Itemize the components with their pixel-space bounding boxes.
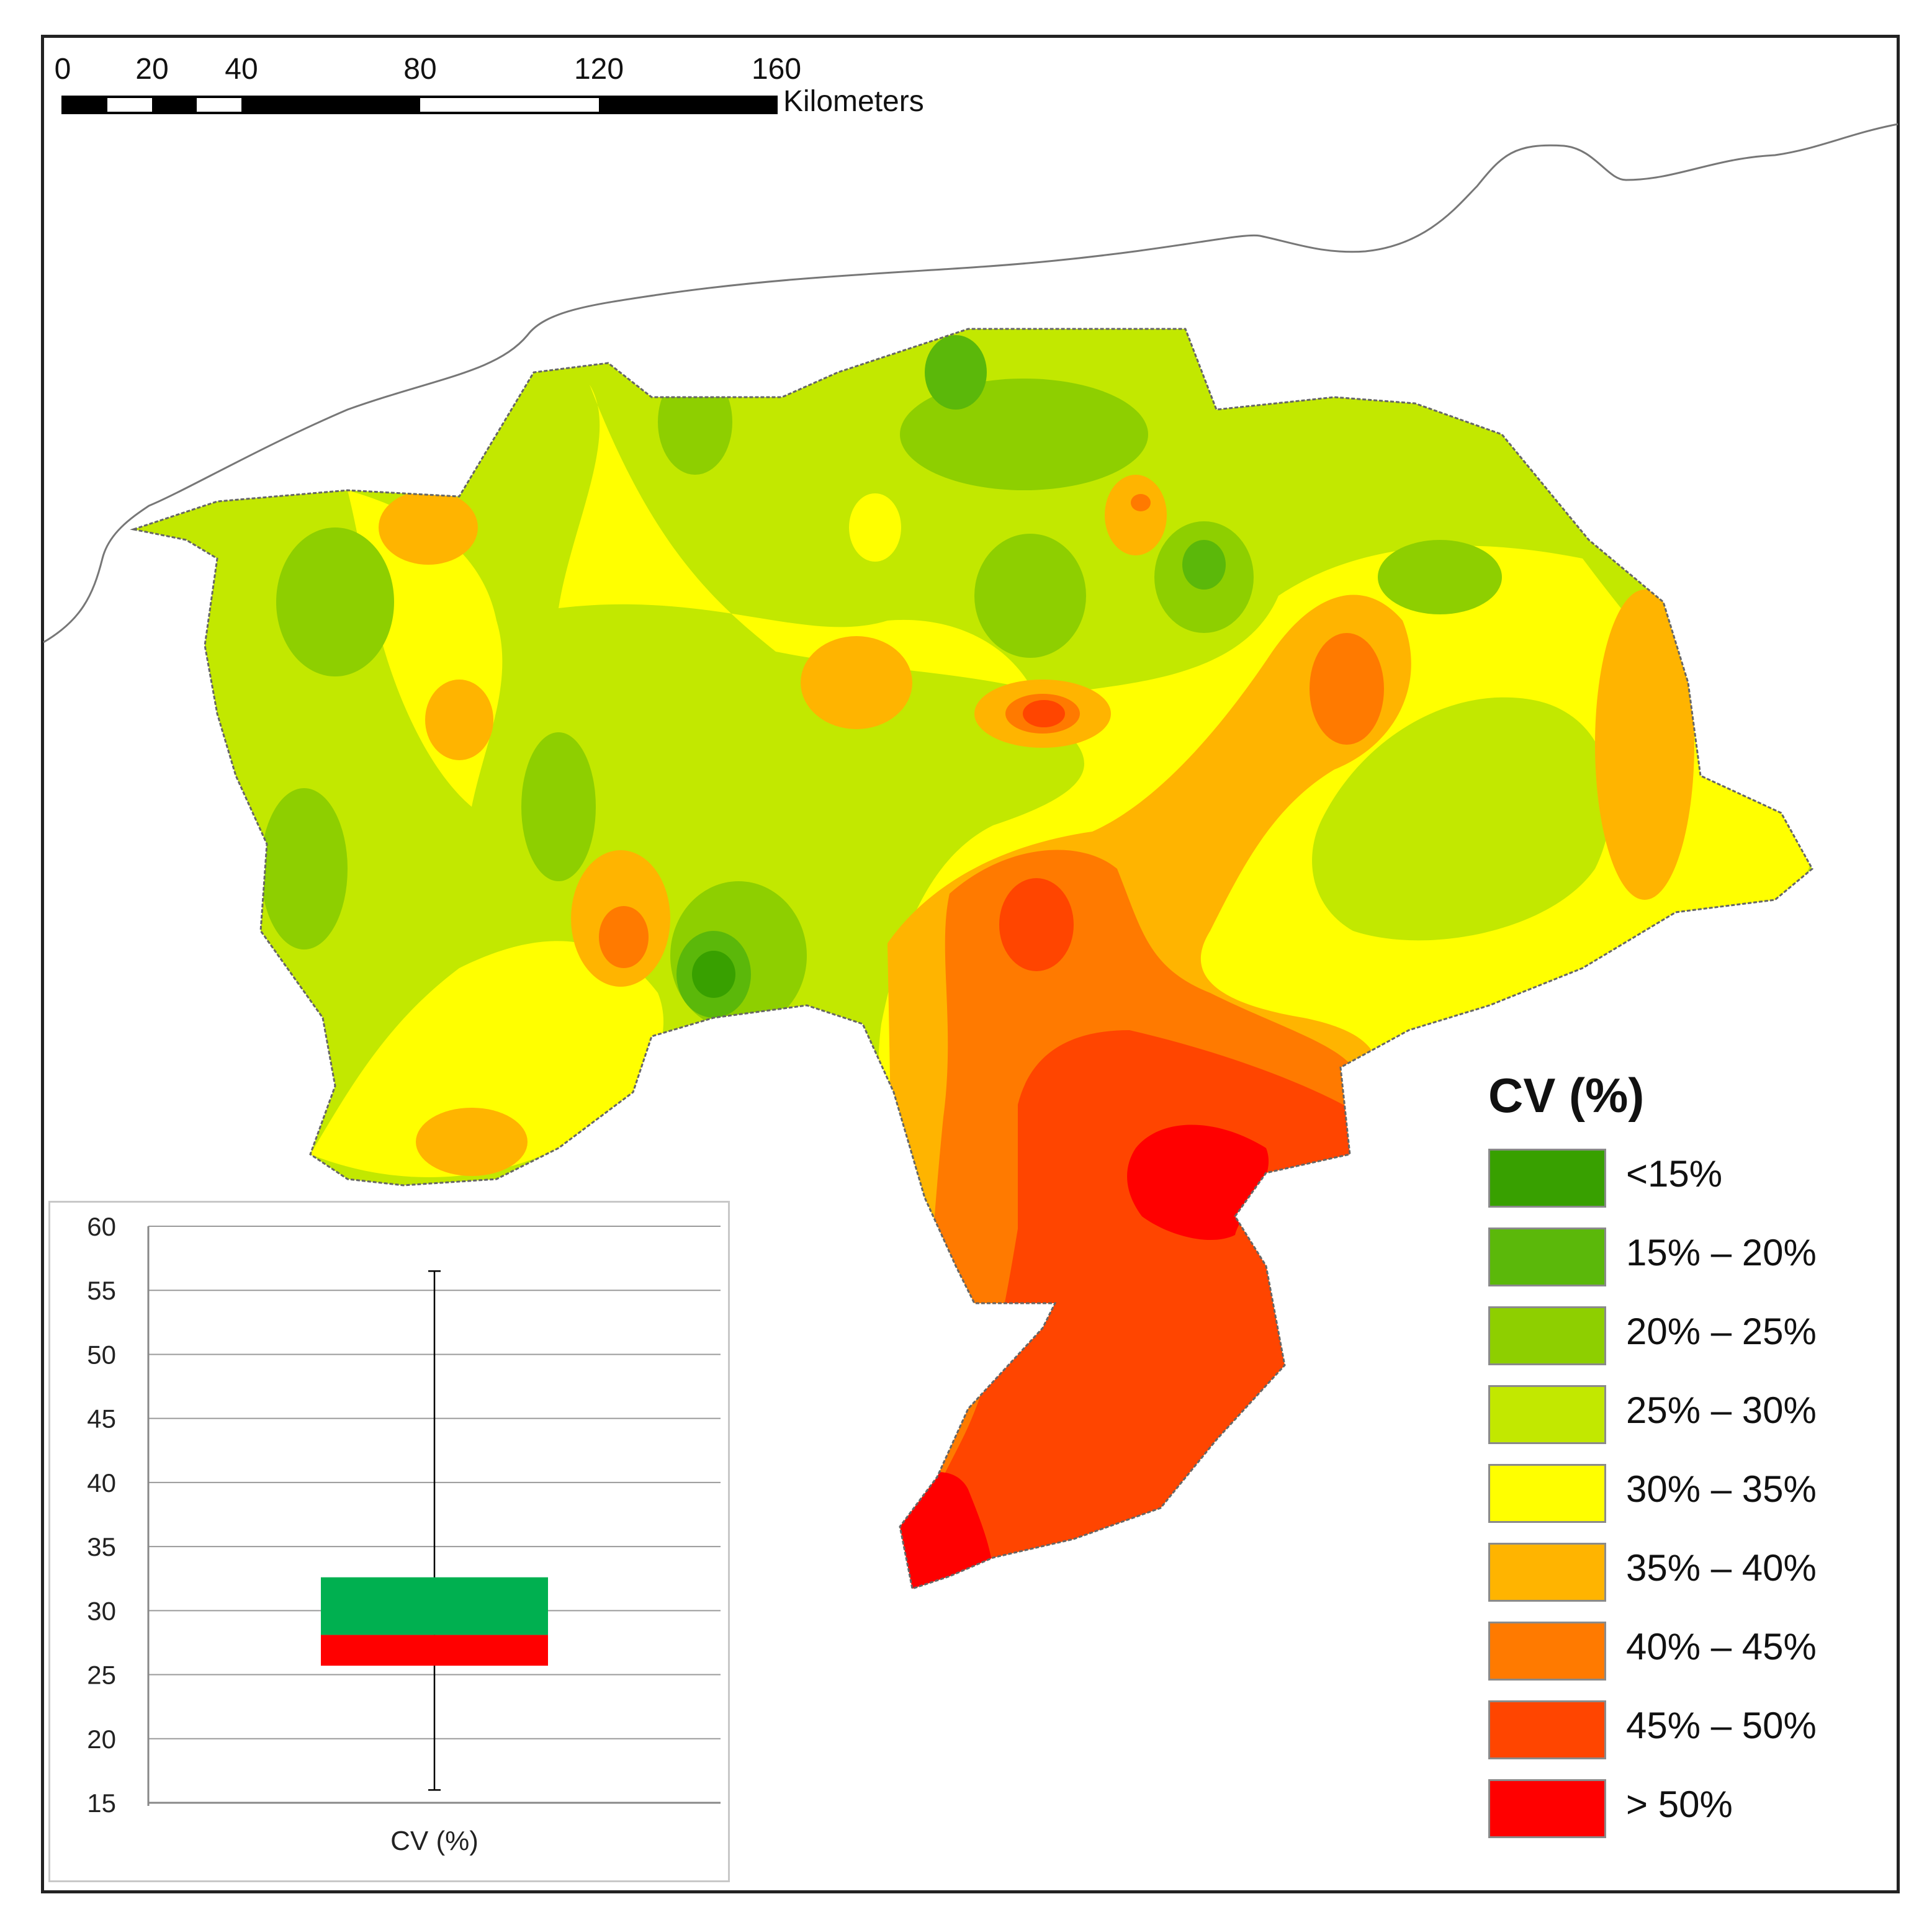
legend-swatch	[1488, 1149, 1606, 1208]
zone-15-20-north	[925, 335, 987, 410]
zone-20-25-north-center	[974, 534, 1086, 658]
scale-segment-120-160	[599, 97, 776, 113]
zone-20-25-nw-center	[658, 369, 732, 475]
legend-label: 25% – 30%	[1626, 1389, 1817, 1431]
scale-tick-80: 80	[403, 53, 437, 86]
scale-segment-0-10	[63, 97, 107, 113]
y-tick-label: 25	[87, 1661, 116, 1690]
legend-label: 40% – 45%	[1626, 1626, 1817, 1667]
y-tick-label: 60	[87, 1212, 116, 1241]
scale-tick-120: 120	[573, 53, 624, 86]
zone-35-40-central-spot	[801, 636, 912, 729]
box-lower	[321, 1635, 548, 1666]
y-tick-label: 35	[87, 1532, 116, 1561]
legend-label: 15% – 20%	[1626, 1232, 1817, 1273]
zone-35-40-east-edge	[1595, 590, 1694, 900]
legend-swatch	[1488, 1228, 1606, 1286]
y-axis-ticks: 15 20 25 30 35 40 45 50 55 60	[87, 1212, 116, 1818]
legend-item-above-50: > 50%	[1483, 1779, 1868, 1858]
legend-label: > 50%	[1626, 1784, 1733, 1825]
y-tick-label: 40	[87, 1468, 116, 1497]
zone-20-25-far-west	[261, 788, 348, 949]
legend-label: 30% – 35%	[1626, 1468, 1817, 1510]
zone-35-40-west-spot	[425, 680, 493, 760]
zone-35-40-southwest	[416, 1108, 528, 1176]
scale-tick-0: 0	[54, 53, 71, 86]
box-upper	[321, 1577, 548, 1635]
zone-above-50-south	[1127, 1124, 1269, 1241]
legend-swatch	[1488, 1464, 1606, 1523]
legend-label: 45% – 50%	[1626, 1705, 1817, 1746]
y-tick-label: 50	[87, 1340, 116, 1369]
legend-item-15-20: 15% – 20%	[1483, 1228, 1868, 1306]
zone-below-15-south	[692, 951, 735, 998]
zone-30-35-southwest	[310, 941, 664, 1178]
scale-tick-40: 40	[225, 53, 258, 86]
y-tick-label: 20	[87, 1725, 116, 1754]
scale-bar	[61, 96, 778, 114]
scale-unit-label: Kilometers	[783, 85, 924, 118]
zone-35-40-northwest	[379, 490, 478, 565]
legend: CV (%) <15% 15% – 20% 20% – 25% 25% – 30…	[1483, 1067, 1868, 1858]
boxplot-chart: 15 20 25 30 35 40 45 50 55 60 CV (%)	[87, 1212, 721, 1856]
legend-item-30-35: 30% – 35%	[1483, 1464, 1868, 1543]
legend-item-45-50: 45% – 50%	[1483, 1700, 1868, 1779]
y-tick-label: 45	[87, 1404, 116, 1434]
legend-item-40-45: 40% – 45%	[1483, 1622, 1868, 1700]
scale-tick-20: 20	[135, 53, 169, 86]
y-tick-label: 15	[87, 1789, 116, 1818]
legend-label: 35% – 40%	[1626, 1547, 1817, 1589]
zone-20-25-west	[276, 527, 394, 676]
zone-20-25-east	[1312, 697, 1611, 941]
y-tick-label: 55	[87, 1276, 116, 1305]
x-category-label: CV (%)	[390, 1826, 479, 1856]
zone-40-45-north-spot	[1131, 494, 1151, 511]
zone-20-25-northeast	[1378, 540, 1502, 614]
coastline	[43, 123, 1898, 644]
scale-segment-40-80	[241, 97, 420, 113]
scale-tick-160: 160	[751, 53, 802, 86]
zone-45-50-south-spot	[999, 878, 1074, 971]
boxplot-inset: 15 20 25 30 35 40 45 50 55 60 CV (%)	[48, 1201, 730, 1882]
legend-label: <15%	[1626, 1153, 1723, 1195]
y-tick-label: 30	[87, 1596, 116, 1625]
zone-40-45-sw-spot	[599, 906, 649, 968]
zone-15-20-northeast	[1182, 540, 1226, 590]
legend-swatch	[1488, 1622, 1606, 1681]
legend-swatch	[1488, 1306, 1606, 1365]
legend-swatch	[1488, 1385, 1606, 1444]
legend-item-25-30: 25% – 30%	[1483, 1385, 1868, 1464]
zone-20-25-west-center	[521, 732, 596, 881]
zone-45-50-center	[1023, 700, 1065, 727]
legend-item-35-40: 35% – 40%	[1483, 1543, 1868, 1622]
legend-swatch	[1488, 1543, 1606, 1602]
legend-label: 20% – 25%	[1626, 1311, 1817, 1352]
legend-swatch	[1488, 1779, 1606, 1838]
legend-swatch	[1488, 1700, 1606, 1759]
legend-item-below-15: <15%	[1483, 1149, 1868, 1228]
legend-title: CV (%)	[1488, 1068, 1645, 1123]
zone-35-40-north-spot	[1105, 475, 1167, 555]
zone-40-45-east-spot	[1310, 633, 1384, 745]
legend-item-20-25: 20% – 25%	[1483, 1306, 1868, 1385]
scale-segment-20-30	[152, 97, 197, 113]
zone-30-35-north-spot	[849, 493, 901, 562]
